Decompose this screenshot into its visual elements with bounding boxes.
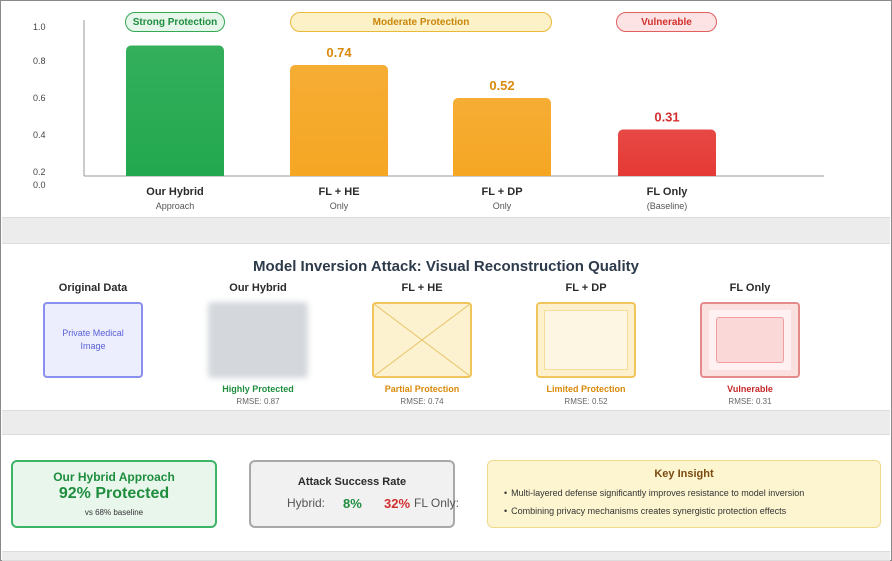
noisy-reconstruction-image xyxy=(536,302,636,378)
reconstruction-fl-dp: FL + DP Limited Protection RMSE: 0.52 xyxy=(516,282,656,406)
column-heading: FL Only xyxy=(729,282,771,294)
fl-only-label: FL Only: xyxy=(414,496,459,510)
x-tick-label: FL + DP xyxy=(481,186,523,198)
y-tick-label: 0.6 xyxy=(33,93,46,103)
bar-base xyxy=(290,172,388,176)
annotation-moderate-protection: Moderate Protection xyxy=(290,12,552,32)
rmse-value: RMSE: 0.74 xyxy=(400,397,444,406)
column-heading: Original Data xyxy=(58,282,128,294)
protection-status: Highly Protected xyxy=(222,384,294,394)
section-divider xyxy=(2,551,890,561)
clear-reconstruction-image xyxy=(700,302,800,378)
annotation-vulnerable: Vulnerable xyxy=(616,12,717,32)
x-tick-sublabel: (Baseline) xyxy=(646,201,688,211)
section-title: Model Inversion Attack: Visual Reconstru… xyxy=(253,258,639,275)
data-label: 0.31 xyxy=(654,110,679,125)
data-label: 0.74 xyxy=(326,45,352,60)
bar xyxy=(290,65,388,176)
x-tick-sublabel: Approach xyxy=(155,201,195,211)
protection-status: Vulnerable xyxy=(727,384,773,394)
x-tick-label: FL Only xyxy=(646,186,688,198)
section-divider xyxy=(2,217,890,244)
bar xyxy=(618,129,716,176)
x-tick-sublabel: Only xyxy=(329,201,349,211)
y-tick-label: 0.4 xyxy=(33,130,46,140)
blurred-reconstruction-image xyxy=(208,302,308,378)
key-insight-card: Key Insight • Multi-layered defense signi… xyxy=(487,460,881,528)
protection-chart-panel: 1.0 0.8 0.6 0.4 0.2 0.0 0.74 0.52 0.31 Strong Pr… xyxy=(2,2,890,217)
list-item: • Multi-layered defense significantly imp… xyxy=(504,488,880,498)
summary-panel: Our Hybrid Approach 92% Protected vs 68%… xyxy=(2,435,890,551)
rmse-value: RMSE: 0.31 xyxy=(728,397,772,406)
data-label: 0.52 xyxy=(489,78,514,93)
original-data-column: Original Data Private Medical Image xyxy=(23,282,163,378)
crossed-reconstruction-image xyxy=(372,302,472,378)
bar-base xyxy=(126,172,224,176)
image-label: Private Medical Image xyxy=(62,328,124,351)
column-heading: FL + DP xyxy=(565,282,607,294)
rmse-value: RMSE: 0.87 xyxy=(236,397,280,406)
protection-headline: 92% Protected xyxy=(58,485,170,502)
y-tick-label: 0.8 xyxy=(33,56,46,66)
protection-status: Limited Protection xyxy=(546,384,626,394)
card-title: Our Hybrid Approach xyxy=(53,470,175,484)
bar xyxy=(453,98,551,176)
reconstruction-fl-only: FL Only Vulnerable RMSE: 0.31 xyxy=(680,282,820,406)
hybrid-label: Hybrid: xyxy=(287,496,326,510)
private-image-placeholder: Private Medical Image xyxy=(43,302,143,378)
annotation-strong-protection: Strong Protection xyxy=(125,12,225,32)
x-tick-label: FL + HE xyxy=(318,186,360,198)
bar-base xyxy=(618,172,716,176)
bar-base xyxy=(453,172,551,176)
bar xyxy=(126,45,224,176)
column-heading: FL + HE xyxy=(401,282,443,294)
protection-status: Partial Protection xyxy=(384,384,460,394)
hybrid-approach-card: Our Hybrid Approach 92% Protected vs 68%… xyxy=(11,460,217,528)
x-tick-label: Our Hybrid xyxy=(146,186,204,198)
y-tick-label: 0.2 xyxy=(33,167,46,177)
reconstruction-hybrid: Our Hybrid Highly Protected RMSE: 0.87 xyxy=(188,282,328,406)
model-inversion-panel: Model Inversion Attack: Visual Reconstru… xyxy=(2,244,890,410)
column-heading: Our Hybrid xyxy=(229,282,287,294)
insight-list: • Multi-layered defense significantly imp… xyxy=(504,488,880,516)
bullet-icon: • xyxy=(504,506,508,516)
rmse-value: RMSE: 0.52 xyxy=(564,397,608,406)
protection-bar-chart: 1.0 0.8 0.6 0.4 0.2 0.0 0.74 0.52 0.31 xyxy=(33,20,824,190)
y-tick-label: 1.0 xyxy=(33,22,46,32)
fl-only-attack-rate: 32% xyxy=(384,496,411,511)
baseline-note: vs 68% baseline xyxy=(84,508,144,517)
attack-rate-row: Hybrid: 8% 32% FL Only: xyxy=(251,496,459,512)
bullet-icon: • xyxy=(504,488,508,498)
insight-text: Combining privacy mechanisms creates syn… xyxy=(511,506,787,516)
attack-success-card: Attack Success Rate Hybrid: 8% 32% FL On… xyxy=(249,460,459,528)
section-divider xyxy=(2,410,890,435)
hybrid-attack-rate: 8% xyxy=(343,496,362,511)
card-title: Key Insight xyxy=(654,468,714,480)
card-title: Attack Success Rate xyxy=(297,476,407,488)
x-tick-sublabel: Only xyxy=(492,201,512,211)
list-item: • Combining privacy mechanisms creates sy… xyxy=(504,506,880,516)
reconstruction-fl-he: FL + HE Partial Protection RMSE: 0.74 xyxy=(352,282,492,406)
cross-lines-icon xyxy=(374,304,470,376)
insight-text: Multi-layered defense significantly impr… xyxy=(511,488,805,498)
y-tick-label: 0.0 xyxy=(33,180,46,190)
